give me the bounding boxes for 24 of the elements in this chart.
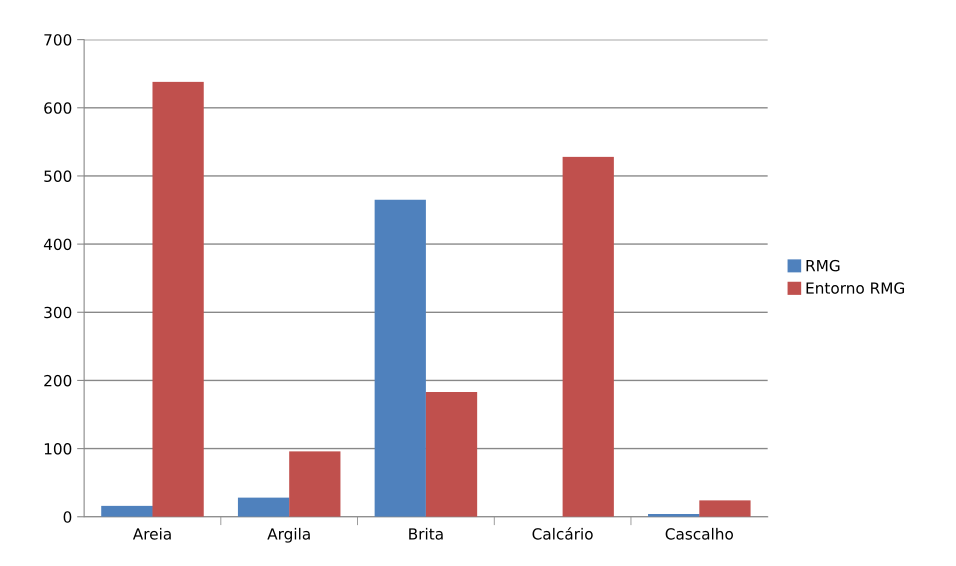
x-tick-label: Areia xyxy=(132,528,171,540)
bar xyxy=(426,392,478,517)
bar xyxy=(562,156,614,517)
bar xyxy=(289,451,340,517)
bar xyxy=(699,500,751,517)
x-tick-label: Cascalho xyxy=(666,528,733,540)
bar xyxy=(152,82,204,517)
y-tick-label: 600 xyxy=(44,102,72,114)
bar xyxy=(648,514,700,517)
x-tick-label: Brita xyxy=(409,528,443,540)
x-tick-label: Argila xyxy=(267,528,310,543)
y-tick-label: 500 xyxy=(44,170,72,182)
legend-label: RMG xyxy=(806,260,840,272)
y-tick-label: 0 xyxy=(64,511,72,523)
y-tick-label: 100 xyxy=(44,443,72,455)
bar xyxy=(238,498,290,517)
y-tick-label: 400 xyxy=(44,238,72,250)
y-tick-label: 200 xyxy=(44,374,72,386)
bar xyxy=(101,506,152,517)
legend-label: Entorno RMG xyxy=(806,282,904,294)
bar xyxy=(374,200,426,517)
x-tick-label: Calcário xyxy=(532,527,593,540)
y-tick-label: 700 xyxy=(44,34,72,46)
y-tick-label: 300 xyxy=(44,306,72,318)
